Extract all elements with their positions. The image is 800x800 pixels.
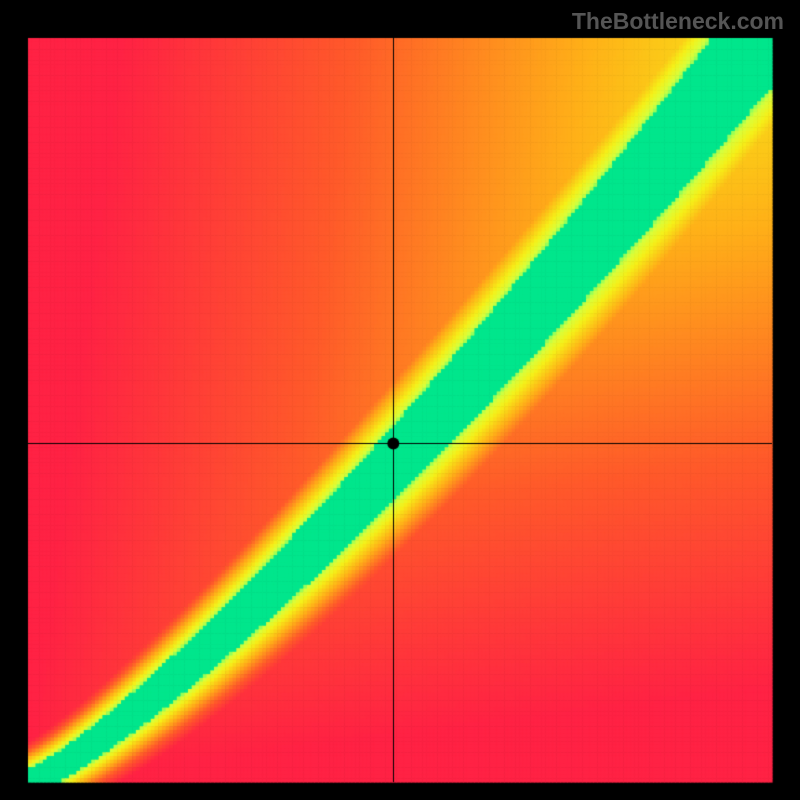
source-watermark: TheBottleneck.com	[572, 8, 784, 35]
chart-container: TheBottleneck.com	[0, 0, 800, 800]
bottleneck-heatmap	[0, 0, 800, 800]
